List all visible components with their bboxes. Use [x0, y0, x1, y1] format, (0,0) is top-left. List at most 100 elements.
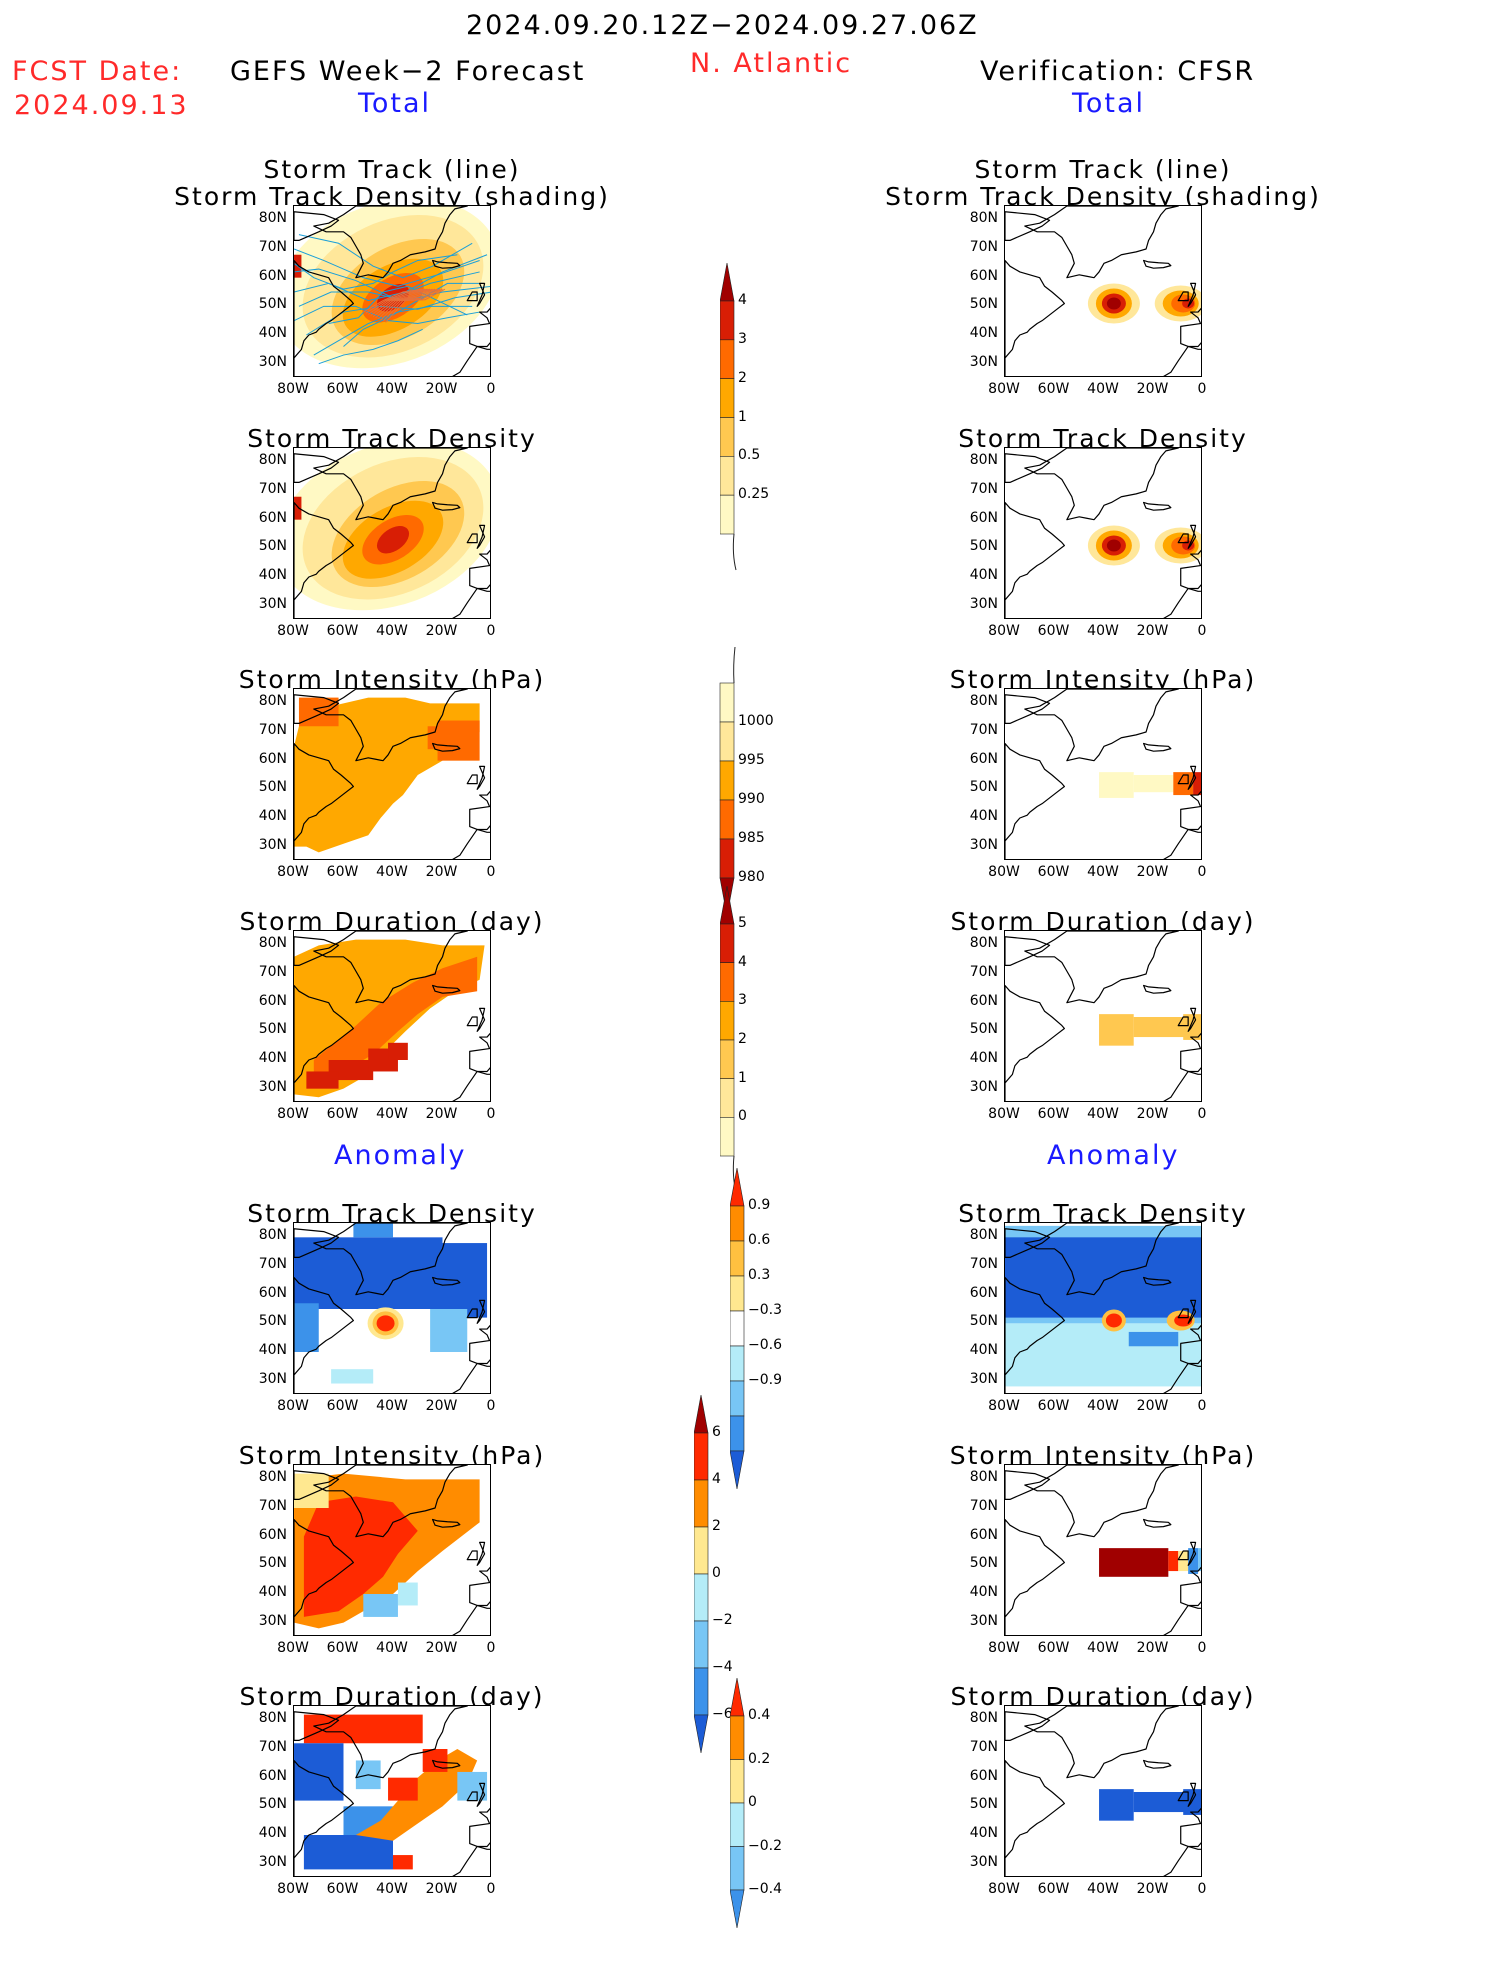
lat-tick-label: 70N	[969, 239, 998, 255]
coastline	[1163, 587, 1201, 618]
shade-cell	[1168, 1551, 1179, 1572]
colorbar-intensity	[719, 646, 750, 960]
lon-tick-label: 0	[486, 1640, 496, 1656]
lat-tick-label: 50N	[258, 1021, 287, 1038]
coastline	[466, 1550, 478, 1561]
coastline	[476, 1299, 486, 1324]
storm-track-line	[328, 285, 468, 325]
coastline	[294, 742, 355, 859]
coastline	[432, 1276, 461, 1286]
lat-tick-label: 30N	[969, 1370, 998, 1387]
lat-tick-label: 60N	[969, 750, 998, 767]
lat-tick-label: 30N	[969, 353, 998, 370]
coastline	[476, 524, 486, 549]
lat-tick-label: 80N	[258, 693, 287, 710]
lon-tick-label: 40W	[376, 381, 408, 397]
storm-track-line	[365, 288, 426, 314]
shade-cell	[294, 496, 302, 520]
coastline	[476, 282, 486, 307]
colorbar-density	[719, 262, 750, 578]
shade-region	[376, 1315, 395, 1332]
coastline	[1143, 1518, 1172, 1528]
period-title: 2024.09.20.12Z−2024.09.27.06Z	[466, 10, 979, 41]
colorbar-label: 0	[748, 1794, 757, 1810]
colorbar-label: −0.2	[748, 1837, 782, 1854]
lat-tick-label: 70N	[969, 1739, 998, 1755]
colorbar-segment	[719, 339, 735, 379]
lon-tick-label: 40W	[376, 623, 408, 639]
colorbar-segment	[719, 456, 735, 496]
colorbar-segment	[719, 721, 735, 762]
storm-track-line	[377, 288, 438, 320]
lon-tick-label: 20W	[1136, 864, 1169, 880]
coastline	[294, 1759, 355, 1876]
coastline	[313, 1706, 468, 1779]
left-title: GEFS Week−2 Forecast	[230, 56, 586, 87]
lat-tick-label: 60N	[258, 1284, 287, 1301]
colorbar-label: 4	[712, 1471, 721, 1487]
coastline	[313, 1465, 468, 1538]
colorbar-segment	[719, 799, 735, 840]
lat-tick-label: 30N	[258, 1078, 287, 1095]
lon-tick-label: 0	[1197, 623, 1207, 639]
colorbar-duration	[719, 885, 750, 1200]
lat-tick-label: 30N	[258, 353, 287, 370]
map-panel	[1004, 930, 1202, 1102]
lat-tick-label: 40N	[969, 567, 998, 583]
coastline	[432, 259, 461, 269]
shade-region	[376, 526, 410, 554]
colorbar-segment	[719, 417, 735, 457]
coastline	[1024, 1465, 1179, 1538]
coastline	[1143, 1276, 1172, 1286]
colorbar-segment	[729, 1205, 745, 1242]
coastline	[1187, 765, 1197, 790]
coastline	[1177, 533, 1189, 544]
colorbar-label: 0.9	[748, 1197, 771, 1213]
lon-tick-label: 0	[1197, 1106, 1207, 1122]
shade-cell	[1198, 1548, 1201, 1572]
lon-tick-label: 60W	[326, 1398, 359, 1414]
lat-tick-label: 40N	[258, 325, 287, 341]
lat-tick-label: 50N	[969, 1313, 998, 1330]
coastline	[469, 790, 490, 831]
map-panel	[293, 205, 491, 377]
shade-cell	[393, 1855, 413, 1870]
storm-track-line	[385, 288, 446, 323]
coastline	[294, 259, 355, 376]
coastline	[476, 1782, 486, 1807]
lon-tick-label: 40W	[376, 1640, 408, 1656]
lat-tick-label: 80N	[969, 452, 998, 469]
coastline	[1187, 524, 1197, 549]
lon-tick-label: 80W	[277, 1106, 309, 1122]
coastline	[466, 774, 478, 785]
lon-tick-label: 40W	[1087, 1640, 1119, 1656]
coastline	[1024, 931, 1179, 1004]
lat-tick-label: 80N	[258, 1469, 287, 1486]
lat-tick-label: 30N	[969, 1078, 998, 1095]
shade-cell	[1099, 1789, 1134, 1821]
colorbar-arrow	[729, 1889, 745, 1929]
coastline	[313, 448, 468, 521]
colorbar-label: 2	[738, 1031, 747, 1047]
colorbar-segment	[729, 1759, 745, 1804]
colorbar-label: −0.6	[748, 1337, 782, 1353]
colorbar-label: 4	[738, 953, 747, 970]
lat-tick-label: 40N	[258, 1342, 287, 1358]
colorbar-arrow	[729, 1677, 745, 1717]
lon-tick-label: 40W	[376, 1398, 408, 1414]
lat-tick-label: 80N	[258, 452, 287, 469]
shade-cell	[303, 1835, 393, 1870]
lon-tick-label: 20W	[1136, 1398, 1169, 1414]
colorbar-segment	[719, 923, 735, 963]
lon-tick-label: 80W	[988, 623, 1020, 639]
coastline	[313, 931, 468, 1004]
colorbar-label: 995	[738, 752, 765, 768]
lon-tick-label: 80W	[988, 1398, 1020, 1414]
lon-tick-label: 0	[486, 623, 496, 639]
shade-cell	[1133, 775, 1174, 793]
shade-region	[313, 956, 478, 1081]
coastline	[1177, 1791, 1189, 1802]
lon-tick-label: 60W	[1037, 864, 1070, 880]
colorbar-label: 0.2	[748, 1750, 771, 1767]
lon-tick-label: 0	[1197, 1881, 1207, 1897]
